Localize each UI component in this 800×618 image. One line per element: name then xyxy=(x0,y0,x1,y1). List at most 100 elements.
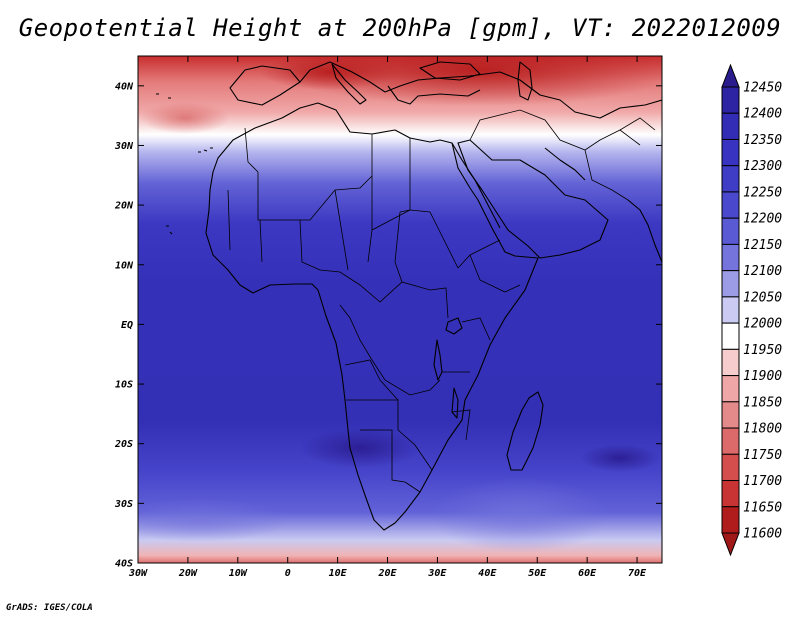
lon-tick-label: 30W xyxy=(128,568,148,579)
colorbar-box xyxy=(721,138,740,167)
border-sudan xyxy=(371,209,459,283)
colorbar-label: 12350 xyxy=(743,133,782,148)
low-center-indian-ocean xyxy=(580,444,660,472)
red-sea xyxy=(451,142,501,229)
border-middle-east xyxy=(469,109,641,151)
lat-tick-label: 20N xyxy=(114,201,134,212)
border-north-africa-2 xyxy=(244,127,259,173)
colorbar-box xyxy=(721,348,740,377)
colorbar-box xyxy=(721,322,740,350)
lat-tick-label: 40S xyxy=(115,559,133,570)
italy xyxy=(331,63,367,105)
india-coast xyxy=(627,199,662,263)
lat-tick-label: 10N xyxy=(115,260,134,271)
chart-title: Geopotential Height at 200hPa [gpm], VT:… xyxy=(18,14,782,42)
colorbar-box xyxy=(721,401,740,429)
arabian-peninsula xyxy=(457,139,609,259)
high-center-europe xyxy=(260,56,400,90)
colorbar-label: 11800 xyxy=(743,422,782,437)
border-south xyxy=(346,399,433,493)
border-central xyxy=(319,269,449,319)
lon-tick-label: 40E xyxy=(478,568,497,579)
lon-tick-label: 70E xyxy=(628,568,647,579)
colorbar-box xyxy=(721,243,740,272)
colorbar-box xyxy=(721,191,740,219)
plot-frame xyxy=(137,55,663,564)
plot-area xyxy=(138,56,662,563)
colorbar-label: 11950 xyxy=(743,343,782,358)
lat-tick-label: EQ xyxy=(121,320,133,331)
lake-malawi xyxy=(451,387,459,419)
lat-tick-label: 20S xyxy=(114,439,133,450)
africa-coastline xyxy=(205,102,539,531)
colorbar-box xyxy=(721,506,740,534)
colorbar-box xyxy=(721,86,740,114)
caspian-sea xyxy=(517,61,533,101)
colorbar-box xyxy=(721,217,740,245)
madagascar xyxy=(506,391,544,471)
colorbar-label: 12450 xyxy=(743,81,782,96)
lon-tick-label: 10E xyxy=(329,568,348,579)
colorbar-box xyxy=(721,296,740,324)
colorbar-label: 12200 xyxy=(743,212,782,227)
lat-tick-label: 30N xyxy=(114,141,134,152)
border-sahel xyxy=(227,176,373,271)
geopotential-field xyxy=(138,56,662,563)
colorbar-label: 11600 xyxy=(743,527,782,542)
colorbar-top-arrow xyxy=(721,63,740,88)
colorbar-label: 11750 xyxy=(743,448,782,463)
colorbar-box xyxy=(721,375,740,403)
coastlines xyxy=(156,61,662,531)
colorbar-label: 12400 xyxy=(743,107,782,122)
colorbar-bottom-arrow xyxy=(721,532,740,557)
lat-tick-label: 30S xyxy=(114,499,133,510)
border-angola xyxy=(344,359,399,401)
canary-islands xyxy=(198,147,213,153)
lon-tick-label: 20W xyxy=(178,568,198,579)
colorbar-label: 12100 xyxy=(743,264,782,279)
lon-axis: 30W 20W 10W 0 10E 20E 30E 40E 50E 60E 70E xyxy=(128,56,647,579)
colorbar-box xyxy=(721,427,740,455)
black-sea xyxy=(419,61,481,81)
grads-credit: GrADS: IGES/COLA xyxy=(6,603,93,613)
border-drc xyxy=(339,304,441,396)
country-borders xyxy=(227,109,656,493)
colorbar-label: 12300 xyxy=(743,159,782,174)
border-iran-pak xyxy=(584,117,656,201)
lake-tanganyika xyxy=(433,339,443,381)
light-band-atlantic xyxy=(138,498,290,542)
persian-gulf xyxy=(544,147,586,181)
colorbar-label: 12000 xyxy=(743,317,782,332)
lon-tick-label: 0 xyxy=(285,568,291,579)
border-east xyxy=(442,317,491,441)
colorbar-box xyxy=(721,270,740,298)
colorbar-label: 12250 xyxy=(743,185,782,200)
lat-axis: 40N 30N 20N 10N EQ 10S 20S 30S 40S xyxy=(114,81,662,570)
colorbar-label: 11700 xyxy=(743,474,782,489)
colorbar-box xyxy=(721,165,740,193)
colorbar-box xyxy=(721,112,740,140)
colorbar: 12450 12400 12350 12300 12250 12200 12150 12100… xyxy=(721,63,782,557)
colorbar-label: 12150 xyxy=(743,238,782,253)
lon-tick-label: 60E xyxy=(578,568,597,579)
colorbar-label: 11850 xyxy=(743,395,782,410)
lat-tick-label: 40N xyxy=(115,81,134,92)
cape-verde xyxy=(166,225,173,235)
high-center-atlantic xyxy=(140,102,230,134)
low-center-southern-africa xyxy=(300,428,420,468)
lake-victoria xyxy=(445,317,463,335)
colorbar-box xyxy=(721,453,740,482)
border-horn xyxy=(457,239,521,293)
colorbar-label: 12050 xyxy=(743,290,782,305)
colorbar-box xyxy=(721,480,740,508)
europe-coast xyxy=(299,61,662,119)
greece-turkey xyxy=(387,85,481,105)
lon-tick-label: 10W xyxy=(229,568,248,579)
light-band-mozambique xyxy=(430,477,610,553)
colorbar-label: 11650 xyxy=(743,500,782,515)
colorbar-label: 11900 xyxy=(743,369,782,384)
lon-tick-label: 50E xyxy=(528,568,547,579)
lat-tick-label: 10S xyxy=(115,380,133,391)
lon-tick-label: 30E xyxy=(427,568,447,579)
